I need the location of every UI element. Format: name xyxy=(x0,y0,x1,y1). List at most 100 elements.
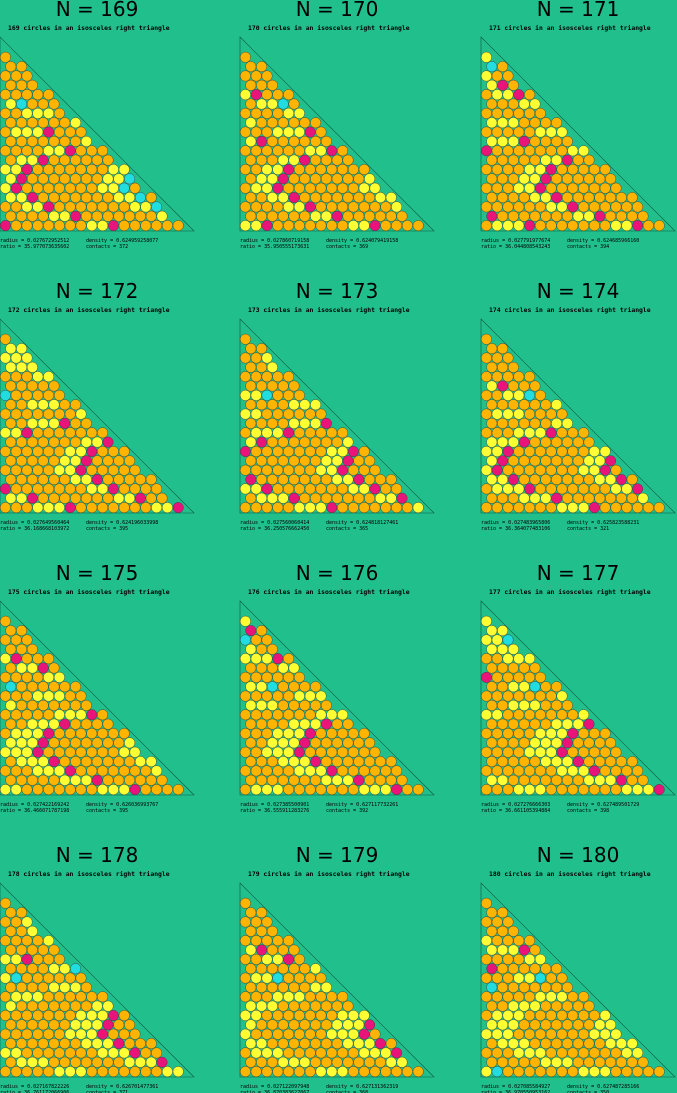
circle xyxy=(21,446,33,457)
panel-title: N = 176 xyxy=(296,561,379,585)
circle xyxy=(129,483,141,495)
circle xyxy=(129,201,141,213)
circle xyxy=(320,1056,332,1068)
circle xyxy=(502,1028,514,1040)
circle xyxy=(32,1028,44,1040)
circle xyxy=(10,164,22,175)
circle xyxy=(151,1047,163,1059)
circle xyxy=(86,464,98,476)
circle xyxy=(507,455,519,467)
circle xyxy=(272,972,284,984)
circle xyxy=(21,483,33,495)
circle xyxy=(245,380,257,392)
circle xyxy=(480,220,492,232)
circle xyxy=(507,210,519,222)
circle xyxy=(113,173,125,185)
circle xyxy=(43,89,55,101)
circle xyxy=(293,765,305,777)
circle xyxy=(0,164,11,175)
circle xyxy=(486,643,498,655)
circle xyxy=(556,765,568,777)
circle xyxy=(315,126,327,138)
circle xyxy=(5,173,17,185)
circle xyxy=(480,991,492,1003)
circle xyxy=(107,502,119,514)
circle xyxy=(380,201,392,213)
circle xyxy=(97,446,109,457)
circle xyxy=(502,352,514,364)
circle xyxy=(556,972,568,984)
radius: radius = 0.027791977674 xyxy=(481,238,550,244)
triangle xyxy=(0,600,195,796)
circle xyxy=(26,963,38,975)
circle xyxy=(524,502,536,514)
circle xyxy=(632,1066,644,1078)
circle xyxy=(288,399,300,411)
circle xyxy=(610,1028,622,1040)
circle xyxy=(497,492,509,504)
circle xyxy=(124,210,136,222)
circle xyxy=(491,70,503,82)
circle xyxy=(331,210,343,222)
circle xyxy=(59,117,71,129)
circle xyxy=(315,746,327,758)
circle xyxy=(380,502,392,514)
circle xyxy=(497,455,509,467)
circle xyxy=(556,483,568,495)
circle xyxy=(53,201,65,213)
circle xyxy=(10,1028,22,1040)
circle xyxy=(32,953,44,965)
circle xyxy=(545,182,557,194)
circle xyxy=(524,728,536,739)
circle xyxy=(37,192,49,203)
circle xyxy=(43,408,55,420)
circle xyxy=(21,70,33,82)
circle xyxy=(21,991,33,1003)
circle xyxy=(250,709,262,721)
circle xyxy=(491,1047,503,1059)
circle xyxy=(507,361,519,373)
circle xyxy=(124,474,136,485)
circle xyxy=(572,718,584,730)
circle xyxy=(578,709,590,721)
circle xyxy=(497,981,509,993)
circle xyxy=(551,1038,563,1049)
circle xyxy=(502,991,514,1003)
circle xyxy=(326,220,338,232)
circle xyxy=(304,1066,316,1078)
circle xyxy=(299,474,311,485)
circle xyxy=(545,728,557,739)
circle xyxy=(256,343,268,355)
circle xyxy=(529,1038,541,1049)
circle xyxy=(551,774,563,786)
circle xyxy=(256,963,268,975)
radius: radius = 0.027085584927 xyxy=(481,1084,550,1090)
circle xyxy=(401,502,413,514)
circle xyxy=(64,164,76,175)
circle xyxy=(551,1019,563,1031)
circle xyxy=(283,502,295,514)
circle xyxy=(21,464,33,476)
circle xyxy=(599,483,611,495)
circle xyxy=(64,483,76,495)
circle xyxy=(518,981,530,993)
circle xyxy=(70,399,82,411)
circle xyxy=(626,192,638,203)
circle xyxy=(502,746,514,758)
circle xyxy=(288,436,300,448)
circle xyxy=(37,1000,49,1012)
circle xyxy=(545,483,557,495)
circle xyxy=(140,483,152,495)
circle xyxy=(26,699,38,711)
circle xyxy=(545,145,557,157)
circle xyxy=(320,417,332,429)
circle xyxy=(70,474,82,485)
circle xyxy=(491,502,503,514)
circle xyxy=(304,1047,316,1059)
circle xyxy=(10,765,22,777)
circle xyxy=(578,1066,590,1078)
circle xyxy=(320,192,332,203)
circle xyxy=(615,492,627,504)
circle xyxy=(118,220,130,232)
